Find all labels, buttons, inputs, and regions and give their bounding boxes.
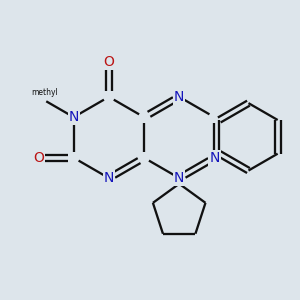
Text: N: N bbox=[209, 151, 220, 165]
Text: methyl: methyl bbox=[32, 88, 58, 98]
Text: N: N bbox=[68, 110, 79, 124]
Text: O: O bbox=[103, 55, 114, 69]
Text: N: N bbox=[104, 171, 114, 185]
Text: N: N bbox=[174, 171, 184, 185]
Text: O: O bbox=[33, 151, 44, 165]
Text: N: N bbox=[174, 90, 184, 104]
